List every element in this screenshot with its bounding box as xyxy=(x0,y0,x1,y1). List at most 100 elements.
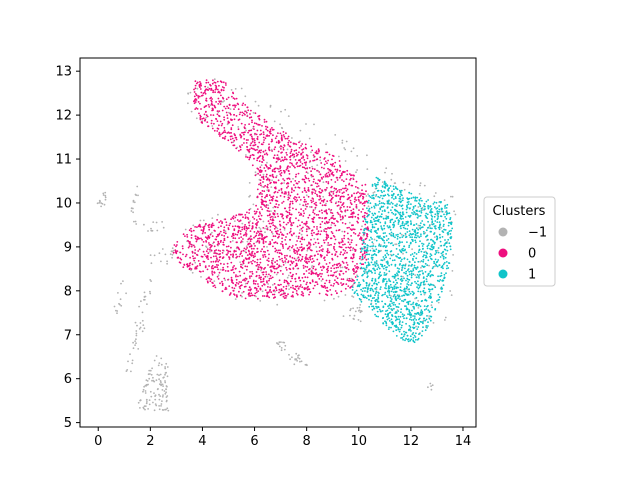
data-point xyxy=(250,261,253,263)
data-point xyxy=(242,279,244,282)
data-point xyxy=(389,300,392,302)
data-point xyxy=(421,242,423,245)
data-point xyxy=(392,221,395,224)
data-point xyxy=(214,286,217,289)
data-point xyxy=(380,216,383,218)
data-point xyxy=(148,377,151,380)
data-point xyxy=(198,85,201,87)
data-point xyxy=(302,264,305,267)
data-point xyxy=(342,253,345,256)
data-point xyxy=(381,265,384,267)
data-point xyxy=(352,254,355,257)
data-point xyxy=(265,241,267,243)
data-point xyxy=(253,128,255,131)
data-point xyxy=(317,253,319,256)
data-point xyxy=(332,193,335,195)
data-point xyxy=(328,194,331,197)
data-point xyxy=(319,223,322,226)
data-point xyxy=(404,339,406,342)
data-point xyxy=(365,237,368,240)
data-point xyxy=(293,250,295,253)
data-point xyxy=(213,129,216,132)
data-point xyxy=(267,283,270,285)
data-point xyxy=(324,282,326,285)
data-point xyxy=(390,295,392,297)
data-point xyxy=(423,293,426,296)
data-point xyxy=(286,154,288,156)
data-point xyxy=(297,267,300,270)
data-point xyxy=(331,196,334,199)
data-point xyxy=(392,185,395,188)
data-point xyxy=(427,386,429,389)
data-point xyxy=(358,257,361,260)
data-point xyxy=(406,274,409,277)
data-point xyxy=(405,317,408,320)
data-point xyxy=(381,181,384,184)
data-point xyxy=(283,229,286,231)
data-point xyxy=(214,84,217,87)
data-point xyxy=(377,266,380,268)
data-point xyxy=(285,151,288,154)
data-point xyxy=(317,179,320,182)
data-point xyxy=(258,226,261,229)
data-point xyxy=(271,138,273,141)
data-point xyxy=(422,260,425,263)
data-point xyxy=(345,178,348,181)
data-point xyxy=(299,284,302,286)
data-point xyxy=(404,305,406,307)
data-point xyxy=(219,262,222,265)
data-point xyxy=(383,239,385,242)
data-point xyxy=(193,259,196,262)
data-point xyxy=(391,314,393,316)
data-point xyxy=(439,201,441,203)
data-point xyxy=(400,260,402,262)
data-point xyxy=(212,79,214,82)
data-point xyxy=(288,173,291,175)
data-point xyxy=(437,247,440,249)
data-point xyxy=(201,121,203,123)
data-point xyxy=(353,292,356,295)
data-point xyxy=(274,216,277,219)
data-point xyxy=(164,392,167,395)
data-point xyxy=(296,165,299,168)
data-point xyxy=(222,131,225,134)
data-point xyxy=(202,250,205,253)
data-point xyxy=(431,273,433,276)
data-point xyxy=(296,293,299,296)
data-point xyxy=(397,328,400,331)
data-point xyxy=(327,159,329,162)
data-point xyxy=(386,266,388,268)
data-point xyxy=(197,250,200,252)
data-point xyxy=(405,322,407,325)
data-point xyxy=(273,293,276,296)
data-point xyxy=(299,158,301,161)
data-point xyxy=(372,305,375,308)
data-point xyxy=(340,251,342,254)
data-point xyxy=(407,281,410,283)
data-point xyxy=(308,167,311,169)
data-point xyxy=(408,261,411,263)
data-point xyxy=(298,141,300,144)
data-point xyxy=(384,184,387,186)
data-point xyxy=(443,199,446,202)
data-point xyxy=(430,304,433,307)
data-point xyxy=(341,238,343,240)
data-point xyxy=(450,294,453,296)
data-point xyxy=(401,212,404,214)
data-point xyxy=(344,148,347,151)
data-point xyxy=(359,255,362,258)
data-point xyxy=(311,229,313,232)
data-point xyxy=(157,364,160,367)
data-point xyxy=(230,276,233,279)
data-point xyxy=(251,251,253,254)
data-point xyxy=(352,147,355,150)
data-point xyxy=(388,311,391,314)
data-point xyxy=(271,215,273,218)
data-point xyxy=(289,280,292,283)
data-point xyxy=(429,227,432,230)
data-point xyxy=(257,231,260,233)
data-point xyxy=(133,220,135,223)
data-point xyxy=(418,236,421,239)
data-point xyxy=(159,395,162,397)
data-point xyxy=(264,231,266,234)
